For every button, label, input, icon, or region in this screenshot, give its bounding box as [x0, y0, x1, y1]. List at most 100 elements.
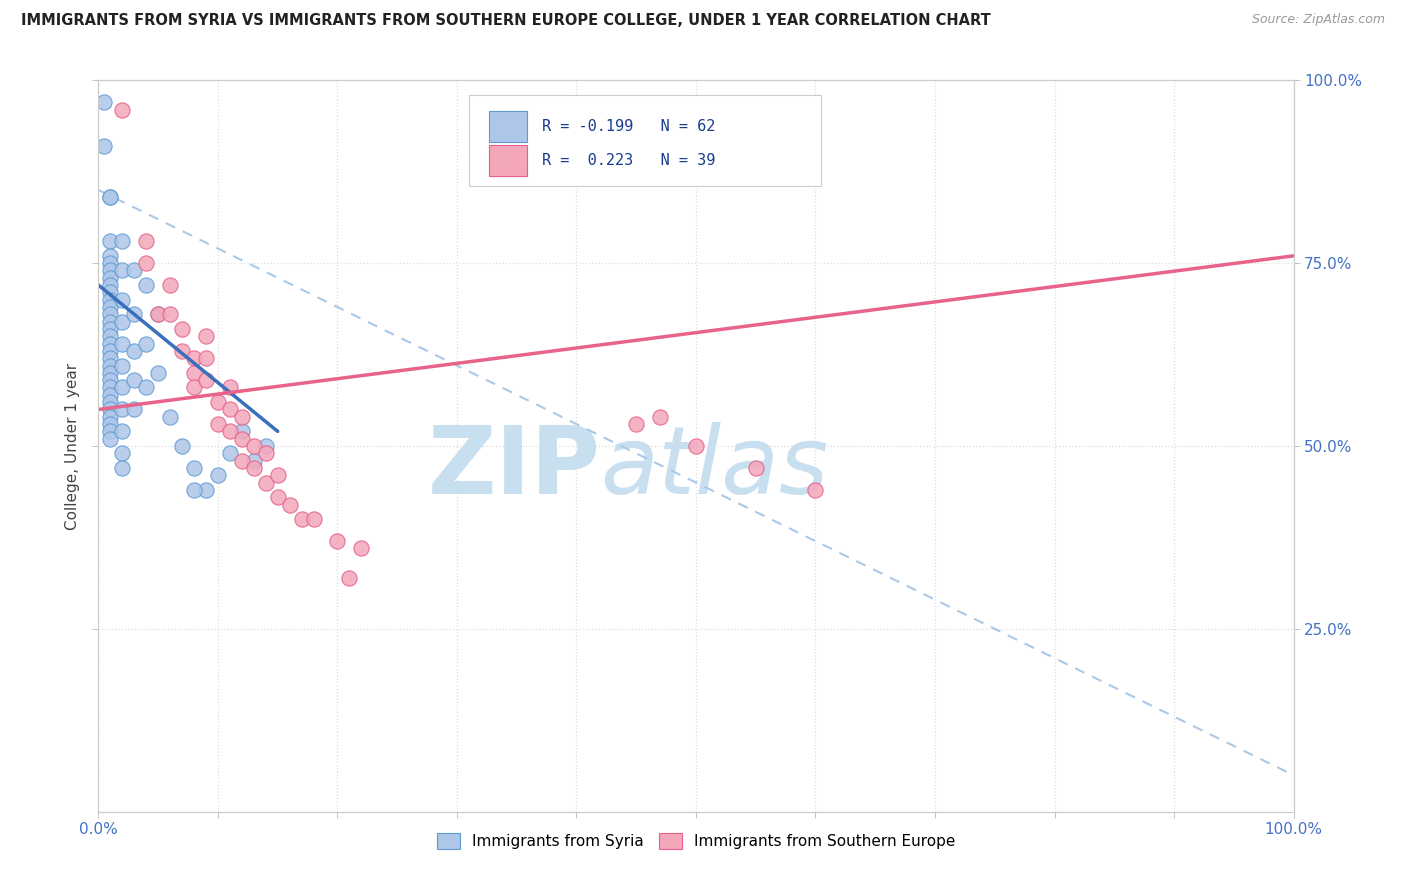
Point: [98, 366, 122, 380]
Point: [254, 475, 277, 490]
Point: [148, 307, 170, 321]
Point: [219, 402, 242, 417]
Point: [172, 343, 194, 358]
Point: [135, 380, 157, 394]
Point: [195, 351, 218, 366]
Point: [231, 432, 253, 446]
Point: [111, 425, 134, 439]
Point: [291, 512, 314, 526]
Text: R = -0.199   N = 62: R = -0.199 N = 62: [541, 119, 716, 134]
Point: [302, 512, 325, 526]
Point: [219, 425, 242, 439]
Point: [172, 439, 194, 453]
Point: [98, 359, 122, 373]
Text: R =  0.223   N = 39: R = 0.223 N = 39: [541, 153, 716, 169]
Point: [98, 417, 122, 431]
Point: [183, 366, 205, 380]
Point: [98, 263, 122, 277]
Point: [98, 351, 122, 366]
Text: atlas: atlas: [600, 423, 828, 514]
Point: [148, 307, 170, 321]
Bar: [489, 111, 527, 142]
Point: [135, 256, 157, 270]
Point: [243, 461, 266, 475]
Point: [183, 461, 205, 475]
Point: [111, 336, 134, 351]
Point: [124, 263, 146, 277]
Point: [111, 103, 134, 117]
Point: [254, 446, 277, 460]
Point: [685, 439, 707, 453]
Point: [231, 425, 253, 439]
Point: [98, 278, 122, 293]
Point: [98, 256, 122, 270]
Point: [350, 541, 373, 556]
Point: [243, 439, 266, 453]
Point: [98, 388, 122, 402]
Point: [219, 446, 242, 460]
Point: [98, 322, 122, 336]
Point: [195, 329, 218, 343]
Point: [267, 468, 290, 483]
Point: [111, 293, 134, 307]
Point: [124, 307, 146, 321]
Point: [93, 95, 115, 110]
Point: [124, 373, 146, 387]
Point: [339, 571, 361, 585]
Point: [111, 234, 134, 248]
Point: [183, 380, 205, 394]
Bar: [489, 145, 527, 176]
Point: [195, 373, 218, 387]
Point: [124, 402, 146, 417]
Point: [98, 307, 122, 321]
Point: [135, 278, 157, 293]
Point: [183, 483, 205, 497]
Point: [111, 446, 134, 460]
Point: [98, 234, 122, 248]
Point: [98, 285, 122, 300]
Point: [278, 498, 301, 512]
Point: [135, 234, 157, 248]
Point: [98, 395, 122, 409]
Point: [326, 534, 349, 549]
Point: [98, 190, 122, 204]
Point: [98, 402, 122, 417]
Text: ZIP: ZIP: [427, 422, 600, 514]
Point: [111, 461, 134, 475]
Point: [98, 270, 122, 285]
Point: [195, 483, 218, 497]
Point: [98, 336, 122, 351]
Point: [207, 417, 229, 431]
Point: [111, 359, 134, 373]
Point: [219, 380, 242, 394]
Point: [93, 139, 115, 153]
Point: [243, 453, 266, 467]
Point: [159, 307, 181, 321]
Text: Source: ZipAtlas.com: Source: ZipAtlas.com: [1251, 13, 1385, 27]
Point: [98, 329, 122, 343]
Point: [98, 380, 122, 394]
Point: [98, 249, 122, 263]
Point: [124, 343, 146, 358]
Point: [111, 380, 134, 394]
Point: [254, 439, 277, 453]
Point: [111, 263, 134, 277]
Point: [98, 432, 122, 446]
Point: [626, 417, 648, 431]
FancyBboxPatch shape: [470, 95, 821, 186]
Point: [111, 315, 134, 329]
Point: [98, 343, 122, 358]
Point: [148, 366, 170, 380]
Text: IMMIGRANTS FROM SYRIA VS IMMIGRANTS FROM SOUTHERN EUROPE COLLEGE, UNDER 1 YEAR C: IMMIGRANTS FROM SYRIA VS IMMIGRANTS FROM…: [21, 13, 991, 29]
Point: [745, 461, 768, 475]
Point: [98, 190, 122, 204]
Point: [98, 425, 122, 439]
Point: [231, 453, 253, 467]
Y-axis label: College, Under 1 year: College, Under 1 year: [65, 362, 80, 530]
Point: [111, 402, 134, 417]
Point: [98, 373, 122, 387]
Point: [98, 409, 122, 424]
Point: [98, 315, 122, 329]
Point: [183, 351, 205, 366]
Point: [98, 293, 122, 307]
